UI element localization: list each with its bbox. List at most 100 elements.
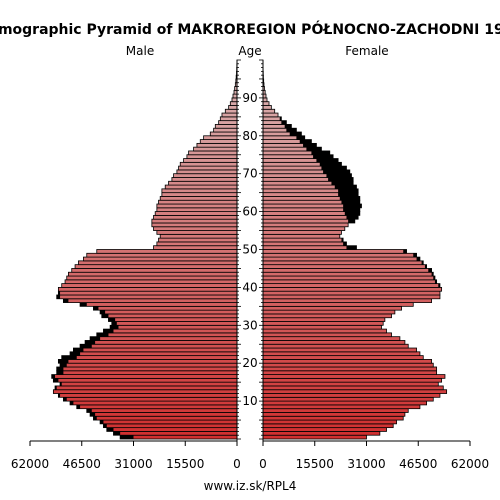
male-bar-age-45 (74, 264, 238, 269)
male-bar-age-74 (186, 154, 238, 159)
male-surplus-age-22 (70, 351, 81, 356)
male-bar-age-36 (62, 298, 238, 303)
female-bar-age-12 (262, 389, 448, 394)
male-bar-age-10 (62, 396, 238, 402)
male-bar-age-62 (158, 199, 238, 205)
male-bar-age-34 (93, 305, 238, 311)
male-surplus-age-16 (51, 374, 56, 379)
female-bar-age-21 (262, 355, 424, 360)
female-bar-age-7 (262, 408, 409, 413)
male-bar-age-20 (57, 359, 238, 364)
male-bar-age-82 (214, 124, 238, 129)
female-bar-age-16 (262, 374, 446, 379)
female-surplus-age-79 (296, 135, 305, 140)
female-bar-age-2 (262, 427, 387, 432)
female-surplus-age-57 (348, 219, 355, 223)
male-bar-age-52 (158, 237, 238, 243)
male-surplus-age-5 (93, 416, 97, 421)
female-x-tick-label: 0 (259, 457, 267, 471)
male-surplus-age-27 (96, 332, 109, 337)
female-surplus-age-51 (343, 241, 347, 246)
male-surplus-age-8 (76, 404, 81, 409)
female-surplus-age-78 (299, 139, 312, 144)
male-bar-age-38 (57, 290, 238, 296)
female-surplus-age-45 (424, 264, 427, 269)
male-bar-age-80 (209, 131, 238, 137)
female-bar-age-53 (262, 233, 341, 239)
male-bar-age-58 (153, 214, 238, 220)
female-bars (262, 59, 448, 440)
male-surplus-age-2 (106, 427, 114, 432)
male-bar-age-68 (171, 177, 238, 182)
female-bar-age-86 (262, 108, 276, 114)
male-bar-age-27 (96, 332, 238, 338)
male-bar-age-67 (168, 180, 238, 186)
female-bar-age-20 (262, 359, 433, 364)
female-bar-age-42 (262, 275, 436, 281)
male-surplus-age-15 (53, 378, 59, 383)
male-surplus-age-38 (58, 291, 61, 295)
male-x-tick-label: 0 (233, 457, 241, 471)
male-bar-age-16 (51, 374, 238, 379)
female-bar-age-35 (262, 302, 414, 307)
male-surplus-age-36 (63, 298, 69, 303)
male-bar-age-69 (173, 173, 238, 178)
chart-title: Demographic Pyramid of MAKROREGION PÓŁNO… (0, 20, 500, 38)
male-bar-age-54 (156, 230, 238, 235)
male-surplus-age-9 (70, 401, 74, 405)
male-bar-age-26 (89, 336, 238, 341)
female-surplus-age-41 (434, 279, 437, 284)
female-bar-age-0 (262, 434, 367, 440)
male-bar-age-6 (89, 412, 238, 417)
male-bar-age-47 (83, 256, 238, 262)
age-tick-label: 60 (242, 205, 257, 219)
female-surplus-age-50 (346, 245, 357, 250)
female-surplus-age-67 (331, 181, 354, 186)
male-bar-age-18 (56, 366, 238, 372)
male-bar-age-71 (178, 165, 238, 171)
female-bar-age-46 (262, 260, 424, 266)
female-bar-age-39 (262, 286, 443, 292)
female-bar-age-19 (262, 362, 434, 368)
female-surplus-age-83 (281, 120, 287, 125)
male-bar-age-65 (161, 188, 238, 194)
male-bar-age-49 (96, 249, 238, 254)
male-bar-age-40 (61, 283, 238, 288)
male-bar-age-64 (161, 192, 238, 197)
male-bar-age-37 (56, 294, 238, 300)
male-surplus-age-19 (60, 363, 67, 367)
male-bar-age-5 (93, 415, 238, 421)
female-x-tick-label: 62000 (451, 457, 489, 471)
female-surplus-age-52 (341, 238, 344, 242)
female-bar-age-9 (262, 400, 428, 406)
female-bar-age-8 (262, 404, 421, 410)
male-bar-age-33 (99, 309, 238, 315)
female-surplus-age-59 (344, 211, 360, 216)
female-surplus-age-47 (416, 257, 420, 261)
male-surplus-age-31 (108, 317, 116, 322)
male-bar-age-3 (103, 423, 238, 429)
male-bar-age-75 (188, 150, 238, 156)
female-bar-age-52 (262, 237, 344, 243)
male-bar-age-90 (232, 93, 238, 99)
female-surplus-age-75 (311, 150, 330, 155)
male-bar-age-77 (196, 142, 238, 148)
female-surplus-age-69 (326, 173, 352, 178)
male-bar-age-4 (99, 419, 238, 425)
male-bar-age-35 (79, 302, 238, 307)
age-tick-label: 50 (242, 243, 257, 257)
female-bar-age-28 (262, 328, 387, 334)
male-bar-age-85 (221, 112, 238, 118)
age-tick-label: 10 (242, 394, 257, 408)
male-surplus-age-28 (103, 329, 114, 333)
male-surplus-age-11 (58, 393, 61, 398)
female-surplus-age-84 (279, 116, 282, 121)
male-surplus-age-14 (60, 382, 62, 386)
male-bar-age-88 (229, 101, 238, 106)
male-surplus-age-18 (56, 366, 64, 371)
male-surplus-age-1 (113, 431, 121, 436)
female-surplus-age-48 (413, 253, 417, 258)
female-surplus-age-58 (346, 215, 359, 220)
female-bar-age-6 (262, 412, 406, 417)
age-label: Age (238, 44, 261, 58)
